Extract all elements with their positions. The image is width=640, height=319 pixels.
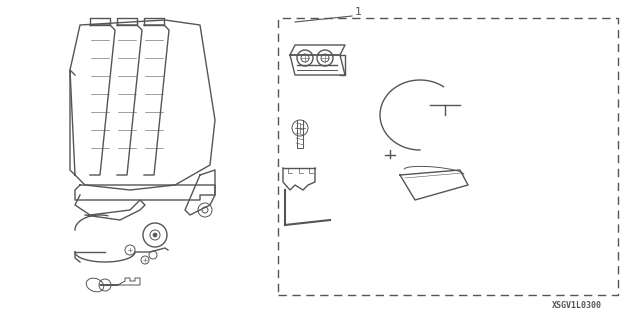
Text: XSGV1L0300: XSGV1L0300 <box>552 301 602 310</box>
Text: 1: 1 <box>355 7 362 17</box>
Bar <box>278 18 618 295</box>
Circle shape <box>153 233 157 237</box>
